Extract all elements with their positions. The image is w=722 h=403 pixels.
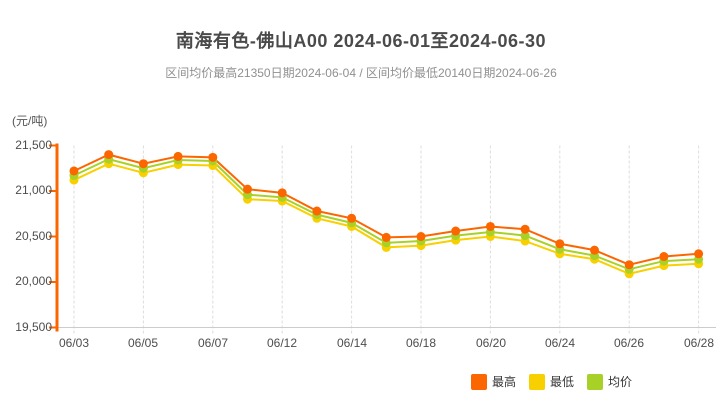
chart-title: 南海有色-佛山A00 2024-06-01至2024-06-30 [175,31,547,51]
x-axis-tick-label: 06/07 [197,336,229,350]
x-axis-tick-label: 06/03 [58,336,90,350]
legend-swatch-low [529,374,546,390]
series-line-avg [73,158,699,271]
y-axis-tick-label: 20,500 [15,229,52,243]
y-axis-tick-label: 21,500 [15,138,52,152]
y-axis-tick-label: 21,000 [15,183,52,197]
legend-swatch-avg [587,374,604,390]
data-point-high[interactable] [243,184,252,194]
data-point-high[interactable] [624,260,634,270]
data-point-high[interactable] [590,245,599,255]
y-axis-tick-label: 19,500 [15,320,52,334]
x-axis-tick-label: 06/26 [613,336,645,350]
data-point-high[interactable] [381,232,391,242]
x-axis-tick-label: 06/28 [683,336,715,350]
x-axis-tick-label: 06/05 [127,336,159,350]
chart-legend: 最高 最低 均价 [471,374,632,390]
data-point-high[interactable] [451,226,461,236]
data-point-high[interactable] [138,159,148,169]
legend-label-avg: 均价 [608,375,633,389]
data-point-high[interactable] [69,166,79,176]
data-point-high[interactable] [208,152,218,162]
data-point-high[interactable] [104,150,114,160]
data-point-high[interactable] [555,239,565,249]
series-line-low [73,162,699,275]
x-axis-tick-label: 06/24 [544,336,576,350]
x-axis-tick-label: 06/14 [336,336,368,350]
y-axis-tick-label: 20,000 [15,274,52,288]
chart-subtitle: 区间均价最高21350日期2024-06-04 / 区间均价最低20140日期2… [165,66,557,80]
data-point-high[interactable] [416,232,426,241]
legend-item-avg[interactable]: 均价 [587,374,632,390]
legend-label-high: 最高 [492,375,517,389]
data-point-high[interactable] [694,249,704,259]
legend-item-high[interactable]: 最高 [471,374,516,390]
data-point-avg[interactable] [520,231,530,241]
legend-swatch-high [471,374,487,390]
legend-label-low: 最低 [550,375,575,389]
x-axis-tick-label: 06/20 [475,336,507,350]
data-point-high[interactable] [520,224,530,234]
y-axis-unit-label: (元/吨) [12,114,48,128]
x-axis-tick-label: 06/18 [405,336,437,350]
data-point-high[interactable] [485,221,495,231]
data-point-high[interactable] [173,151,183,161]
data-point-high[interactable] [659,252,669,262]
data-point-high[interactable] [277,188,287,198]
x-axis-tick-label: 06/12 [266,336,298,350]
data-point-high[interactable] [312,206,322,216]
data-point-high[interactable] [347,213,357,223]
legend-item-low[interactable]: 最低 [529,374,574,390]
